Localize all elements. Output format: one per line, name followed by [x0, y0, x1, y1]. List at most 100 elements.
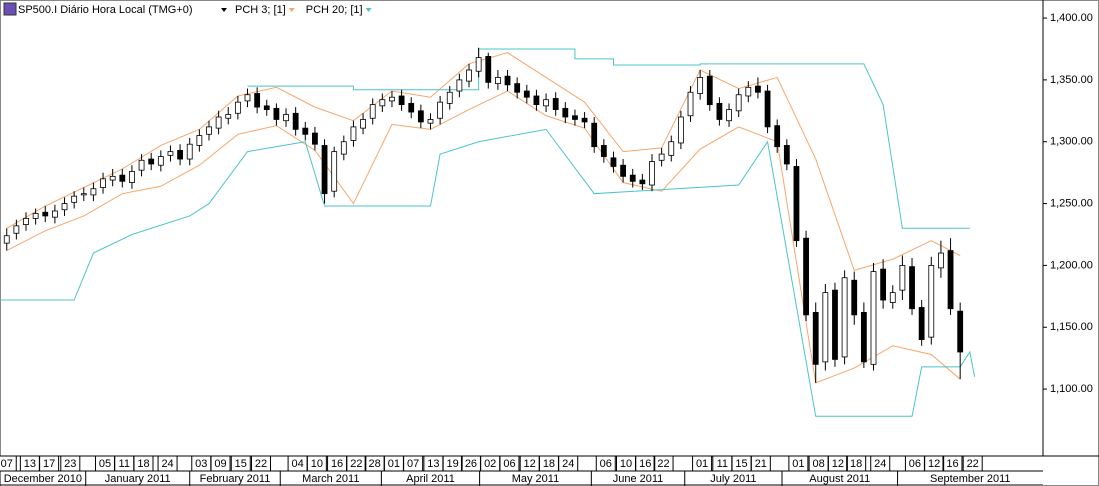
month-label: January 2011 [105, 473, 171, 485]
candle-body [71, 195, 78, 203]
candle-body [889, 292, 896, 303]
candle-body [273, 107, 280, 120]
candle-body [745, 86, 752, 97]
y-tick-label: 1,150.00 [1050, 321, 1093, 333]
candle-body [389, 96, 395, 102]
candle-body [302, 127, 309, 135]
candle-body [639, 179, 646, 185]
candle-body [109, 175, 116, 181]
legend-entry[interactable]: PCH 3; [1] [235, 4, 286, 16]
candle-body [658, 153, 665, 161]
candle-body [928, 265, 935, 338]
x-tick-label: 04 [291, 458, 303, 470]
candle-body [100, 178, 106, 188]
candle-body [263, 105, 270, 110]
candle-body [80, 193, 87, 196]
x-tick-label: 10 [620, 458, 632, 470]
y-tick-label: 1,250.00 [1050, 197, 1093, 209]
candle-body [697, 77, 704, 94]
candle-body [3, 235, 10, 244]
dropdown-arrow[interactable] [365, 8, 372, 12]
candle-body [177, 149, 183, 160]
candle-body [360, 119, 366, 129]
candle-body [803, 237, 809, 316]
candle-body [957, 310, 964, 353]
candle-body [90, 188, 97, 196]
x-tick-label: 13 [24, 458, 36, 470]
candle-body [398, 95, 405, 106]
x-tick-label: 12 [928, 458, 940, 470]
month-label: May 2011 [512, 473, 560, 485]
x-tick-label: 16 [331, 458, 343, 470]
candle-body [61, 203, 68, 211]
candle-body [764, 90, 771, 128]
candle-body [148, 158, 155, 165]
candle-body [350, 126, 357, 141]
candle-body [254, 93, 261, 108]
candle-body [215, 116, 222, 129]
candle-body [523, 90, 530, 98]
candle-body [13, 225, 20, 234]
candle-body [841, 277, 848, 358]
x-tick-label: 24 [874, 458, 886, 470]
y-tick-label: 1,350.00 [1050, 74, 1093, 86]
x-tick-label: 24 [161, 458, 173, 470]
candle-body [23, 218, 29, 225]
candle-body [495, 77, 501, 85]
x-tick-label: 18 [543, 458, 555, 470]
candle-body [687, 91, 694, 117]
candle-body [514, 83, 521, 93]
candle-body [138, 159, 145, 171]
candle-body [543, 99, 549, 107]
candle-body [552, 98, 559, 110]
x-tick-label: 12 [832, 458, 844, 470]
candle-body [466, 69, 472, 82]
candle-body [206, 126, 212, 135]
candle-body [225, 114, 232, 119]
candle-body [726, 109, 732, 122]
x-tick-label: 21 [755, 458, 767, 470]
x-tick-label: 05 [99, 458, 111, 470]
month-label: September 2011 [930, 473, 1011, 485]
y-tick-label: 1,100.00 [1050, 383, 1093, 395]
candle-body [899, 265, 906, 291]
candle-body [947, 250, 954, 310]
x-tick-label: 18 [137, 458, 149, 470]
x-tick-label: 03 [195, 458, 207, 470]
candle-body [755, 85, 761, 93]
x-tick-label: 10 [311, 458, 323, 470]
month-label: February 2011 [200, 473, 271, 485]
x-tick-label: 17 [43, 458, 55, 470]
x-tick-label: 07 [1, 458, 13, 470]
candle-body [292, 112, 299, 130]
channel-line [0, 128, 976, 417]
candle-body [783, 145, 790, 165]
candle-body [186, 143, 193, 160]
candle-body [812, 312, 819, 365]
x-tick-label: 08 [812, 458, 824, 470]
candle-body [572, 115, 578, 120]
x-tick-label: 13 [427, 458, 439, 470]
channel-line [6, 90, 961, 384]
legend-entry[interactable]: PCH 20; [1] [306, 4, 363, 16]
x-tick-label: 23 [64, 458, 76, 470]
candle-body [234, 101, 241, 114]
candle-body [119, 174, 126, 182]
x-tick-label: 19 [447, 458, 459, 470]
candle-body [629, 174, 636, 182]
symbol-icon[interactable] [3, 2, 17, 16]
candle-body [870, 271, 877, 365]
candle-body [408, 102, 415, 113]
candle-body [581, 117, 588, 123]
x-tick-label: 02 [484, 458, 496, 470]
candle-body [446, 91, 453, 104]
chart-title[interactable]: SP500.I Diário Hora Local (TMG+0) [18, 4, 193, 16]
x-tick-label: 16 [639, 458, 651, 470]
dropdown-arrow[interactable] [288, 8, 295, 12]
candle-body [196, 135, 203, 146]
candle-body [485, 55, 492, 83]
candle-body [706, 75, 713, 106]
dropdown-arrow[interactable] [221, 8, 227, 12]
month-label: December 2010 [4, 473, 82, 485]
